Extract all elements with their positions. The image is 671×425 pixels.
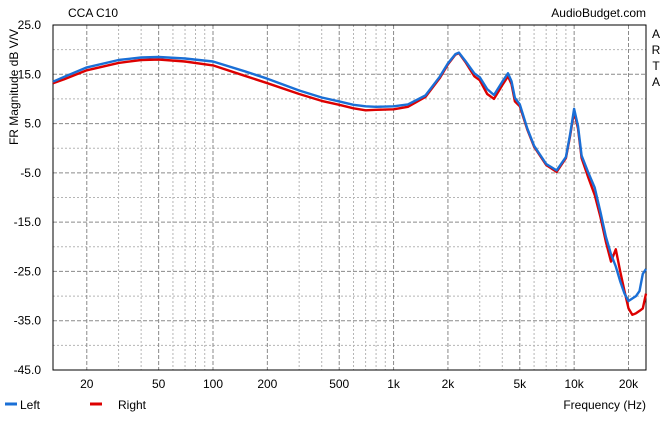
y-tick-label: -25.0 <box>14 264 42 278</box>
x-tick-label: 5k <box>513 377 527 391</box>
plot-frame <box>52 24 647 371</box>
x-tick-label: 50 <box>152 377 166 391</box>
y-tick-labels: 25.0 15.0 5.0 -5.0 -15.0 -25.0 -35.0 -45.0 <box>14 18 42 377</box>
x-tick-label: 100 <box>203 377 223 391</box>
y-tick-label: -5.0 <box>20 166 41 180</box>
grid <box>53 24 646 371</box>
x-tick-label: 2k <box>442 377 456 391</box>
x-axis-label: Frequency (Hz) <box>563 398 646 412</box>
series-group <box>52 51 648 316</box>
x-tick-label: 500 <box>329 377 349 391</box>
legend-label-right: Right <box>118 398 147 412</box>
x-tick-labels: 20 50 100 200 500 1k 2k 5k 10k 20k <box>80 377 639 391</box>
x-tick-label: 20 <box>80 377 94 391</box>
x-tick-label: 20k <box>619 377 639 391</box>
y-tick-label: -35.0 <box>14 314 42 328</box>
y-tick-label: 15.0 <box>18 67 42 81</box>
y-axis-label: FR Magnitude dB V/V <box>7 29 21 145</box>
series-line-left <box>52 51 648 303</box>
side-label-letter: R <box>652 43 661 57</box>
side-label-letter: T <box>652 59 660 73</box>
x-tick-label: 10k <box>564 377 584 391</box>
y-tick-label: 25.0 <box>18 18 42 32</box>
plot-border <box>52 24 647 371</box>
y-tick-label: -15.0 <box>14 215 42 229</box>
side-label-letter: A <box>652 75 660 89</box>
side-label-letter: A <box>652 27 660 41</box>
series-line-right <box>52 51 648 316</box>
y-tick-label: -45.0 <box>14 363 42 377</box>
legend-label-left: Left <box>20 398 41 412</box>
x-tick-label: 200 <box>257 377 277 391</box>
y-tick-label: 5.0 <box>24 117 41 131</box>
legend: Left Right <box>5 398 147 412</box>
x-tick-label: 1k <box>387 377 401 391</box>
watermark: AudioBudget.com <box>551 6 646 20</box>
chart-title: CCA C10 <box>68 6 118 20</box>
